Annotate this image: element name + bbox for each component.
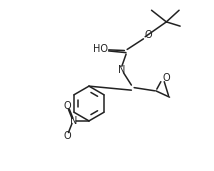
Text: O: O <box>64 131 71 141</box>
Text: O: O <box>144 30 152 40</box>
Text: O: O <box>163 73 170 83</box>
Text: N: N <box>70 116 77 126</box>
Text: N: N <box>118 65 126 75</box>
Text: HO: HO <box>93 44 108 54</box>
Text: O: O <box>64 101 71 111</box>
